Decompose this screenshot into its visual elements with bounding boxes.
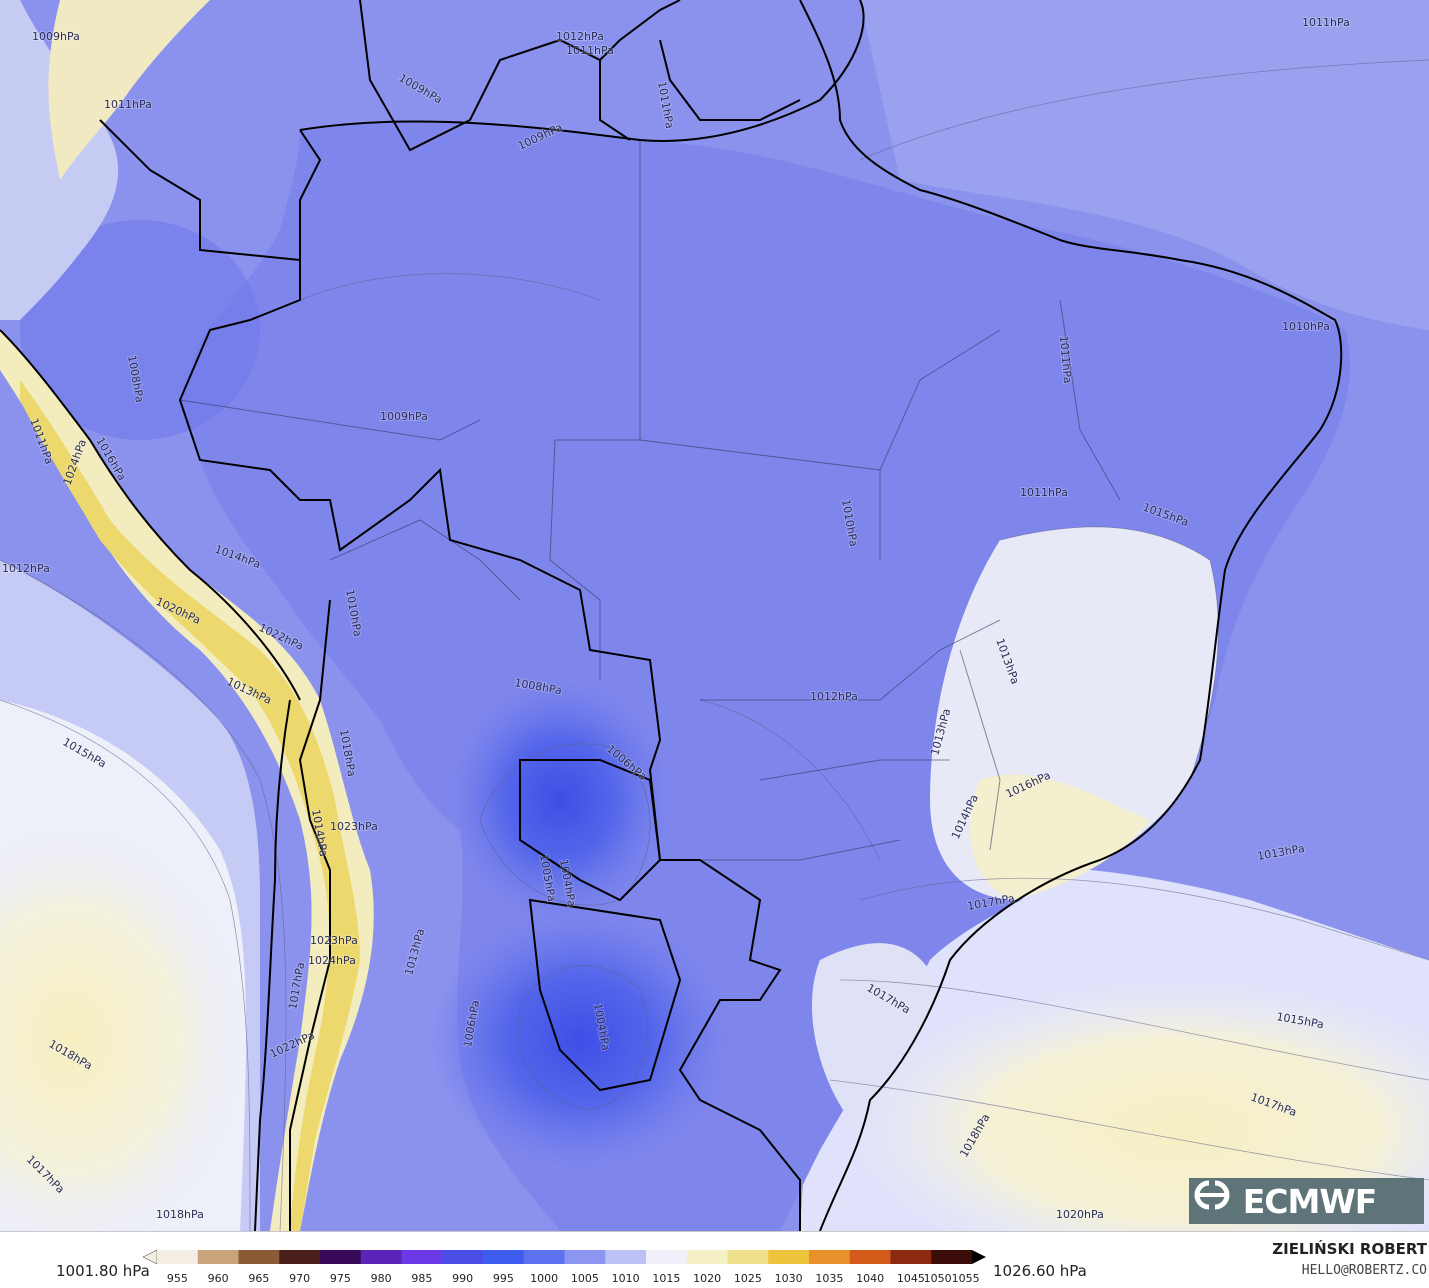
colorbar-tick-label: 995 — [492, 1272, 514, 1285]
colorbar-tick-label: 1000 — [530, 1272, 559, 1285]
colorbar-segment — [279, 1250, 321, 1264]
colorbar-tick-label: 965 — [248, 1272, 270, 1285]
colorbar-tick-label: 10501055 — [923, 1272, 980, 1285]
colorbar-tick-label: 1025 — [733, 1272, 762, 1285]
peru-low — [20, 220, 260, 440]
map-svg: 1009hPa 1011hPa 1012hPa 1011hPa 1009hPa … — [0, 0, 1429, 1231]
isobar-label: 1018hPa — [156, 1208, 204, 1221]
isobar-label: 1023hPa — [310, 934, 358, 947]
colorbar-segments — [142, 1249, 986, 1265]
colorbar-segment — [157, 1250, 199, 1264]
colorbar-segment — [442, 1250, 484, 1264]
isobar-label: 1024hPa — [308, 954, 356, 967]
colorbar-tick-label: 990 — [452, 1272, 474, 1285]
isobar-label: 1011hPa — [566, 44, 614, 57]
isobar-lines — [0, 59, 1429, 1231]
isobar-label: 1012hPa — [810, 690, 858, 703]
colorbar-tick-label: 985 — [411, 1272, 433, 1285]
colorbar-segment — [646, 1250, 688, 1264]
isobar-label: 1011hPa — [1020, 486, 1068, 499]
colorbar-tick-label: 975 — [329, 1272, 351, 1285]
ecmwf-logo: ECMWF — [1189, 1178, 1424, 1224]
colorbar-tick-label: 1040 — [856, 1272, 885, 1285]
isobar-label: 1011hPa — [1302, 16, 1350, 29]
colorbar-min-label: 1001.80 hPa — [56, 1262, 150, 1280]
isobar-label: 1012hPa — [2, 562, 50, 575]
isobar-label: 1009hPa — [380, 410, 428, 423]
colorbar-segment — [197, 1250, 239, 1264]
colorbar-arrow-right — [972, 1250, 986, 1264]
colorbar-tick-label: 970 — [289, 1272, 311, 1285]
colorbar-segment — [768, 1250, 810, 1264]
isobar-label: 1009hPa — [32, 30, 80, 43]
colorbar-tick-label: 1045 — [896, 1272, 925, 1285]
colorbar-tick-label: 1015 — [652, 1272, 681, 1285]
paraguay-low-north — [450, 680, 670, 920]
colorbar-tick-label: 1010 — [611, 1272, 640, 1285]
colombia-andes-high — [48, 0, 210, 180]
colorbar-tick-label: 955 — [166, 1272, 188, 1285]
colorbar-tick-label: 980 — [370, 1272, 392, 1285]
colorbar-tick-label: 1030 — [774, 1272, 803, 1285]
isobar-label: 1020hPa — [1056, 1208, 1104, 1221]
pressure-map: 1009hPa 1011hPa 1012hPa 1011hPa 1009hPa … — [0, 0, 1429, 1231]
colorbar-segment — [401, 1250, 443, 1264]
colorbar-segment — [890, 1250, 932, 1264]
paraguay-low-south — [430, 910, 730, 1170]
colorbar-segment — [727, 1250, 769, 1264]
author-name: ZIELIŃSKI ROBERT — [1272, 1240, 1427, 1258]
logo-text: ECMWF — [1242, 1181, 1378, 1221]
colorbar-segment — [809, 1250, 851, 1264]
author-email: HELLO@ROBERTZ.CO — [1301, 1263, 1427, 1278]
colorbar-segment — [686, 1250, 728, 1264]
isobar-label: 1011hPa — [1057, 335, 1074, 384]
colorbar-segment — [849, 1250, 891, 1264]
colorbar-segment — [564, 1250, 606, 1264]
colorbar-segment — [238, 1250, 280, 1264]
isobar-label: 1012hPa — [556, 30, 604, 43]
isobar-label: 1011hPa — [104, 98, 152, 111]
colorbar-max-label: 1026.60 hPa — [993, 1262, 1087, 1280]
colorbar — [142, 1249, 986, 1265]
colorbar-segment — [483, 1250, 525, 1264]
atlantic-high-core — [850, 980, 1429, 1231]
isobar-label: 1023hPa — [330, 820, 378, 833]
pacific-high-core — [0, 820, 250, 1231]
north-atlantic-zone — [860, 0, 1429, 330]
colorbar-tick-label: 1005 — [570, 1272, 599, 1285]
colorbar-tick-label: 1020 — [693, 1272, 722, 1285]
country-borders — [0, 0, 1343, 1231]
southeast-high-core — [970, 774, 1150, 900]
colorbar-tick-label: 960 — [207, 1272, 229, 1285]
isobar-label: 1010hPa — [1282, 320, 1330, 333]
colorbar-tick-label: 1035 — [815, 1272, 844, 1285]
colorbar-segment — [360, 1250, 402, 1264]
south-coast-zone — [811, 943, 940, 1120]
colorbar-segment — [523, 1250, 565, 1264]
colorbar-segment — [320, 1250, 362, 1264]
colorbar-segment — [605, 1250, 647, 1264]
colorbar-segment — [931, 1250, 973, 1264]
